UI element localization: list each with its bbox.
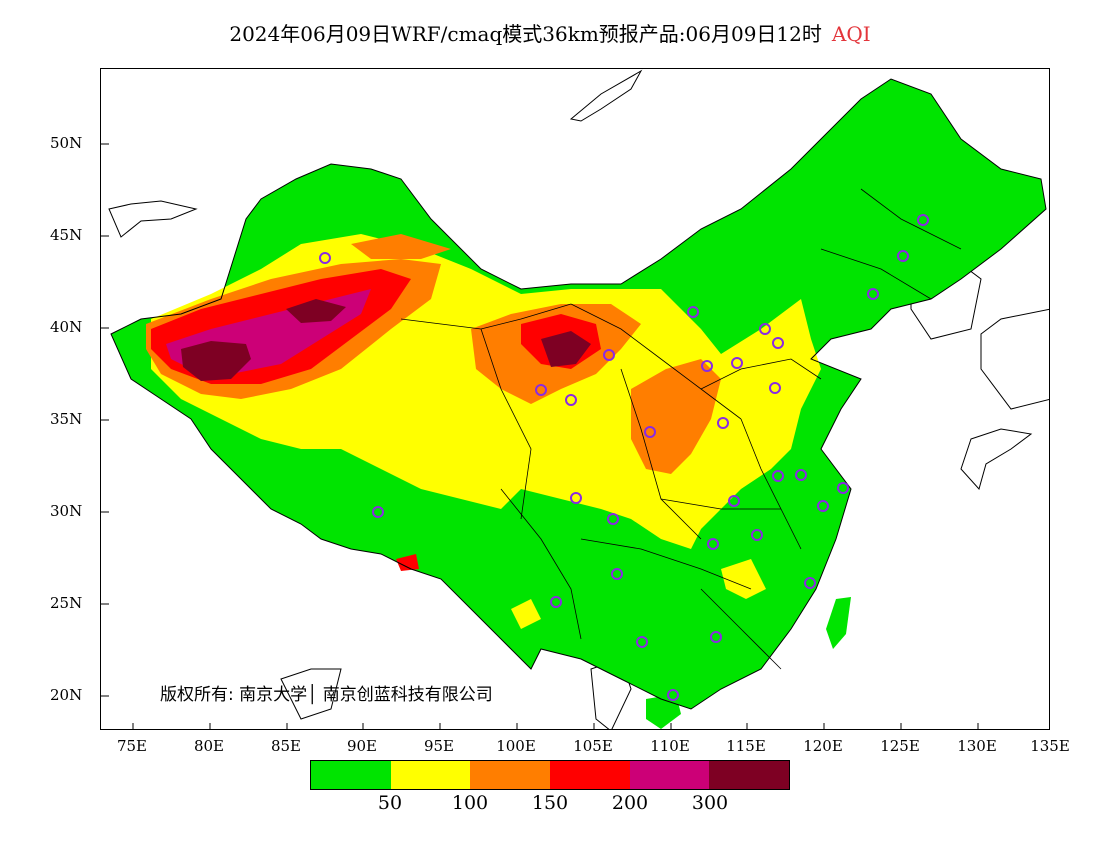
station-marker	[867, 288, 879, 300]
station-marker	[769, 382, 781, 394]
lat-tick-label: 25N	[50, 594, 83, 612]
lon-tick-label: 75E	[116, 737, 148, 755]
station-marker	[611, 568, 623, 580]
lat-tick-label: 20N	[50, 686, 83, 704]
legend-label: 150	[531, 792, 569, 814]
legend-label: 300	[691, 792, 729, 814]
lat-tick-label: 50N	[50, 134, 83, 152]
station-marker	[772, 470, 784, 482]
legend-swatch-unhealthy	[550, 761, 630, 789]
station-marker	[570, 492, 582, 504]
station-marker	[717, 417, 729, 429]
lon-tick-label: 125E	[880, 737, 920, 755]
lon-tick-label: 95E	[423, 737, 455, 755]
station-markers	[319, 214, 929, 701]
title-main: 2024年06月09日WRF/cmaq模式36km预报产品:06月09日12时	[229, 22, 822, 46]
legend-swatch-good	[311, 761, 391, 789]
province-boundaries	[400, 188, 962, 670]
lon-tick-label: 120E	[803, 737, 843, 755]
station-marker	[644, 426, 656, 438]
legend-label: 100	[451, 792, 489, 814]
title-variable: AQI	[831, 22, 871, 46]
coastlines	[108, 69, 1049, 729]
station-marker	[687, 306, 699, 318]
lon-tick-label: 90E	[346, 737, 378, 755]
station-marker	[759, 323, 771, 335]
aqi-region-usg	[631, 359, 721, 474]
station-marker	[731, 357, 743, 369]
axis-ticks	[101, 143, 979, 729]
station-marker	[565, 394, 577, 406]
aqi-map	[101, 69, 1049, 729]
station-marker	[751, 529, 763, 541]
legend-swatch-hazardous	[709, 761, 790, 789]
country-outline	[110, 78, 1047, 710]
aqi-region-hazardous	[541, 331, 591, 367]
lat-tick-label: 45N	[50, 226, 83, 244]
lon-tick-label: 110E	[650, 737, 690, 755]
aqi-patch-moderate	[721, 559, 766, 599]
station-marker	[707, 538, 719, 550]
station-marker	[728, 495, 740, 507]
legend-swatch-usg	[470, 761, 551, 789]
lon-tick-label: 130E	[957, 737, 997, 755]
lon-tick-label: 115E	[726, 737, 766, 755]
station-marker	[607, 513, 619, 525]
aqi-region-hazardous	[181, 341, 251, 381]
lat-tick-label: 35N	[50, 410, 83, 428]
station-marker	[804, 577, 816, 589]
legend-swatch-very-unhealthy	[629, 761, 710, 789]
station-marker	[710, 631, 722, 643]
legend-label: 50	[377, 792, 403, 814]
station-marker	[837, 482, 849, 494]
station-marker	[701, 360, 713, 372]
map-title: 2024年06月09日WRF/cmaq模式36km预报产品:06月09日12时 A…	[0, 18, 1100, 47]
lat-tick-label: 40N	[50, 318, 83, 336]
station-marker	[535, 384, 547, 396]
station-marker	[772, 337, 784, 349]
copyright-notice: 版权所有: 南京大学│ 南京创蓝科技有限公司	[160, 685, 493, 705]
station-marker	[372, 506, 384, 518]
lat-tick-label: 30N	[50, 502, 83, 520]
aqi-region-usg	[351, 234, 451, 259]
station-marker	[667, 689, 679, 701]
lon-tick-label: 105E	[573, 737, 613, 755]
lon-tick-label: 80E	[193, 737, 225, 755]
lon-tick-label: 85E	[270, 737, 302, 755]
aqi-patch-moderate	[511, 599, 541, 629]
station-marker	[795, 469, 807, 481]
map-panel	[100, 68, 1050, 730]
station-marker	[817, 500, 829, 512]
station-marker	[917, 214, 929, 226]
aqi-legend	[310, 760, 790, 790]
legend-swatch-moderate	[390, 761, 471, 789]
station-marker	[897, 250, 909, 262]
aqi-patch-unhealthy	[396, 554, 419, 571]
station-marker	[550, 596, 562, 608]
station-marker	[319, 252, 331, 264]
aqi-island-taiwan	[826, 597, 851, 649]
lon-tick-label: 100E	[496, 737, 536, 755]
legend-label: 200	[611, 792, 649, 814]
lon-tick-label: 135E	[1030, 737, 1070, 755]
station-marker	[636, 636, 648, 648]
aqi-region-hazardous	[286, 299, 346, 323]
station-marker	[603, 349, 615, 361]
